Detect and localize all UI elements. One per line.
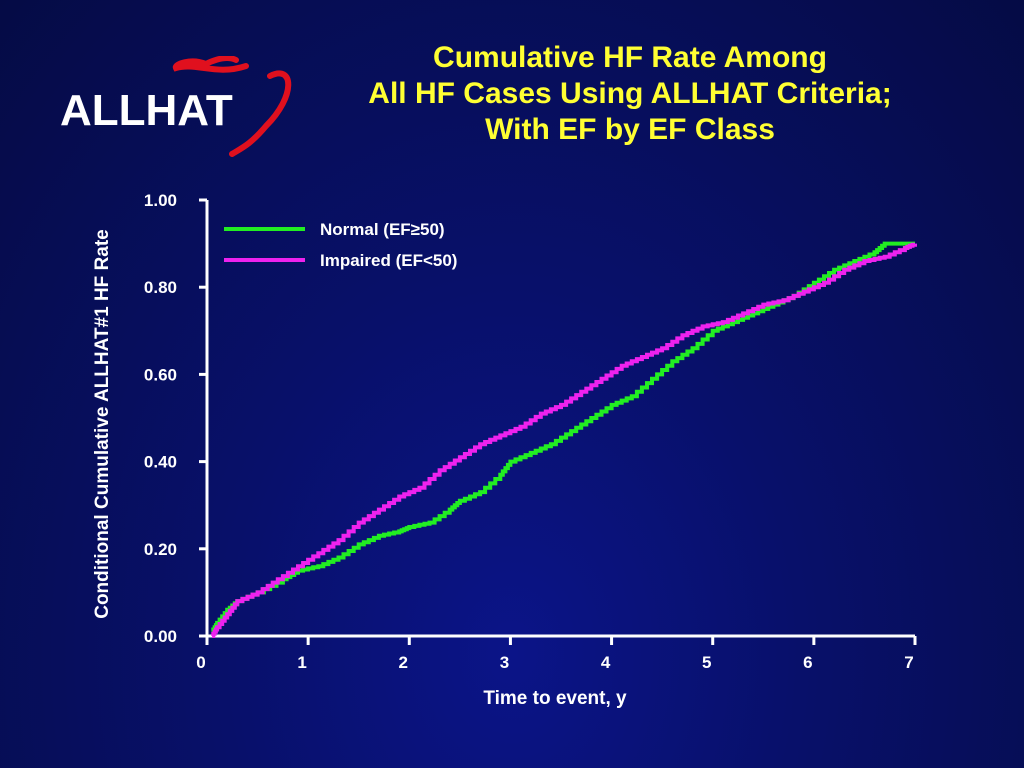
x-tick-label: 6 [803, 653, 812, 672]
y-tick-label: 0.20 [144, 540, 177, 559]
x-axis-title: Time to event, y [483, 688, 627, 709]
logo-text: ALLHAT [60, 86, 233, 135]
x-tick-label: 1 [297, 653, 306, 672]
legend-label: Normal (EF≥50) [320, 220, 445, 239]
y-tick-label: 0.60 [144, 365, 177, 384]
y-tick-label: 0.80 [144, 278, 177, 297]
x-tick-label: 7 [904, 653, 913, 672]
x-tick-label: 0 [196, 653, 205, 672]
legend-label: Impaired (EF<50) [320, 251, 457, 270]
x-tick-label: 4 [601, 653, 611, 672]
axes: 0.00 0.20 0.40 0.60 0.80 1.00 0 1 2 3 4 5 6 7 [144, 191, 917, 672]
y-tick-label: 1.00 [144, 191, 177, 210]
title-line-3: With EF by EF Class [485, 113, 775, 146]
series-layer [211, 241, 917, 638]
title-line-1: Cumulative HF Rate Among [433, 41, 827, 74]
legend: Normal (EF≥50) Impaired (EF<50) [224, 220, 457, 270]
series-line-normal [211, 241, 915, 634]
y-axis-title: Conditional Cumulative ALLHAT#1 HF Rate [92, 229, 113, 619]
x-tick-label: 2 [399, 653, 408, 672]
x-tick-label: 5 [702, 653, 711, 672]
title-line-2: All HF Cases Using ALLHAT Criteria; [368, 77, 892, 110]
y-tick-label: 0.00 [144, 627, 177, 646]
series-line-impaired [211, 242, 917, 638]
chart-title: Cumulative HF Rate Among All HF Cases Us… [320, 40, 940, 148]
x-tick-label: 3 [500, 653, 509, 672]
heart-outline-icon [173, 56, 292, 157]
y-tick-label: 0.40 [144, 453, 177, 472]
